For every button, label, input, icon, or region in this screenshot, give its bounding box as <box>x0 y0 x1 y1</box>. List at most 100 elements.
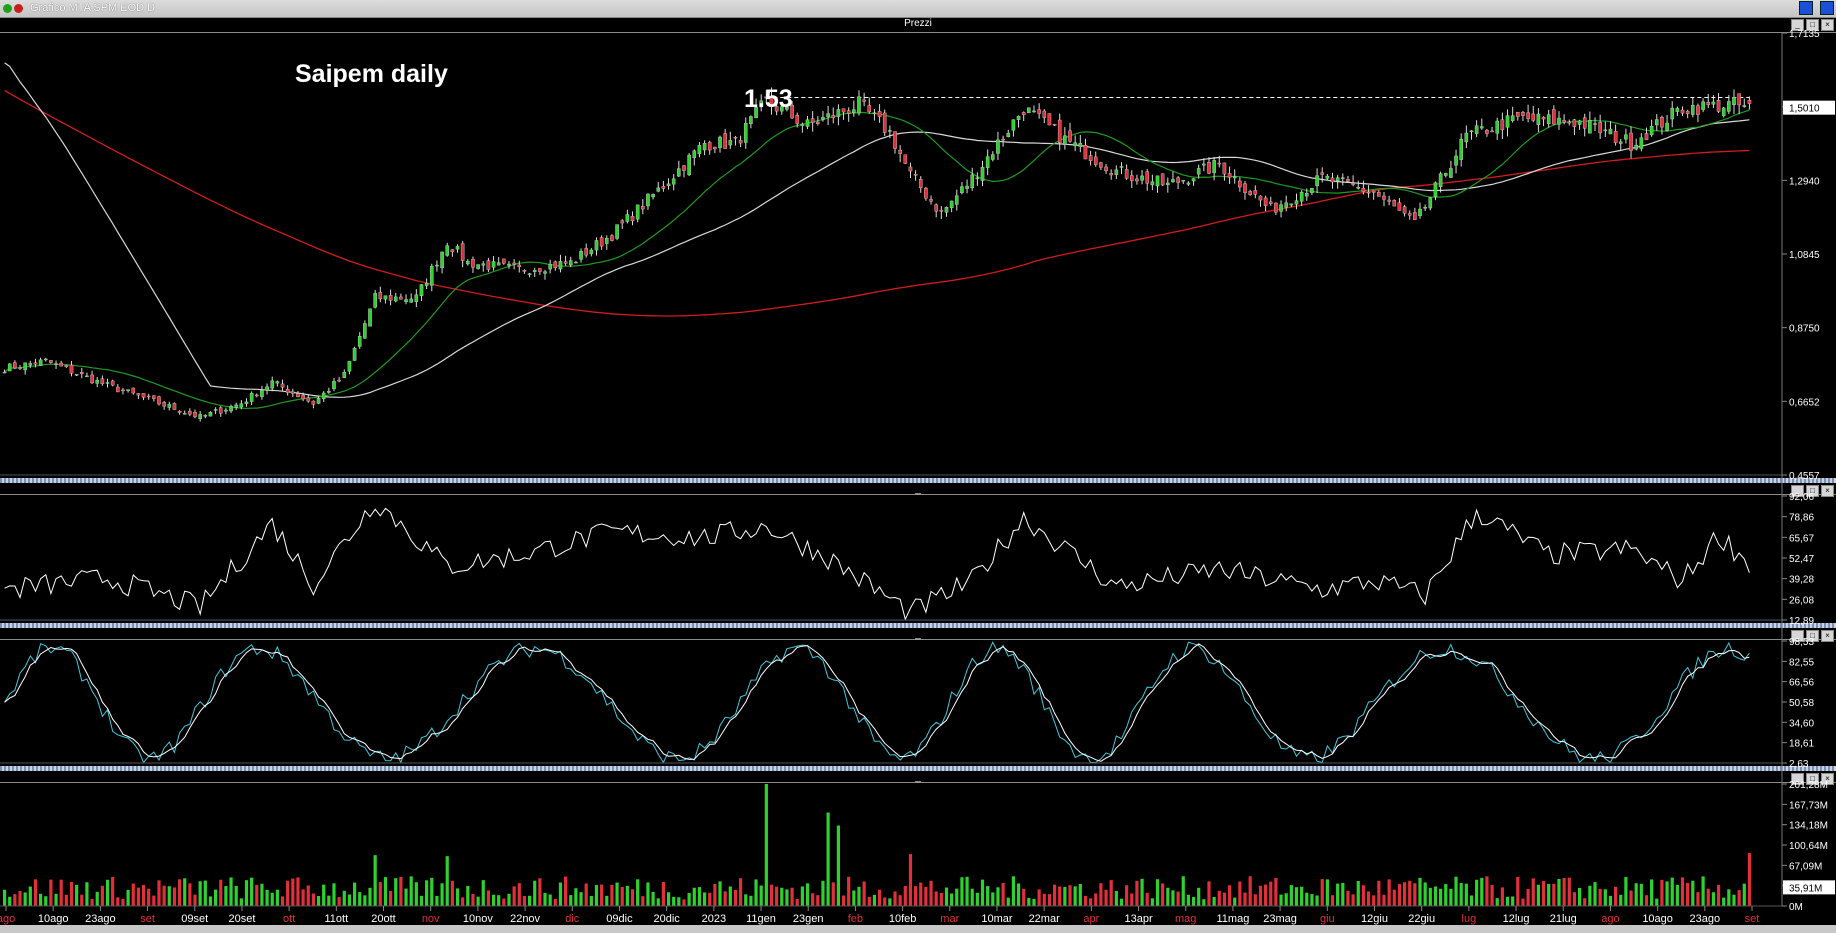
panel-close-button[interactable]: × <box>1821 773 1834 785</box>
candle <box>404 299 408 303</box>
candle <box>1449 168 1453 178</box>
candle <box>131 387 136 394</box>
candle <box>481 263 486 266</box>
volume-bar <box>1063 886 1067 906</box>
volume-bar <box>553 898 557 906</box>
candle <box>949 200 954 208</box>
maximize-button[interactable] <box>1820 1 1834 15</box>
volume-bar <box>677 897 681 906</box>
candle <box>1186 182 1191 185</box>
volume-bar <box>1480 877 1484 906</box>
panel-minimize-button[interactable]: _ <box>1791 773 1804 785</box>
volume-bar <box>1742 883 1746 906</box>
volume-bar <box>708 892 712 906</box>
x-tick-label: 10feb <box>889 913 917 925</box>
volume-bar <box>1207 881 1211 906</box>
volume-bar <box>1644 895 1649 906</box>
candle <box>1099 162 1103 168</box>
panel-restore-button[interactable]: □ <box>1806 485 1819 497</box>
candle <box>208 412 213 417</box>
volume-bar <box>49 879 53 906</box>
volume-bar <box>1459 883 1463 906</box>
candle <box>831 115 836 118</box>
panel-separator[interactable] <box>0 623 1836 628</box>
volume-bar <box>265 889 269 906</box>
candle <box>1742 105 1747 107</box>
panel-minimize-button[interactable]: _ <box>1791 630 1804 642</box>
panel-separator[interactable] <box>0 478 1836 483</box>
volume-bar <box>1047 894 1052 906</box>
panel-minimize-button[interactable]: _ <box>1791 485 1804 497</box>
x-tick-label: 09dic <box>606 913 633 925</box>
x-tick-label: 20ott <box>371 913 395 925</box>
x-tick-label: mar <box>940 913 959 925</box>
volume-bar <box>1016 883 1021 906</box>
x-tick-label: 10mar <box>981 913 1013 925</box>
volume-bar <box>636 879 640 906</box>
candle <box>213 409 218 411</box>
volume-bar <box>296 877 300 906</box>
volume-bar <box>944 887 949 906</box>
panel-close-button[interactable]: × <box>1821 485 1834 497</box>
candle <box>342 372 347 378</box>
candle <box>810 118 815 123</box>
candle <box>1691 105 1695 115</box>
volume-bar <box>409 876 413 906</box>
candle <box>1536 113 1541 125</box>
candle <box>1191 178 1196 182</box>
panel-restore-button[interactable]: □ <box>1806 19 1819 31</box>
last-volume-label: 35,91M <box>1789 883 1822 894</box>
candle <box>898 149 902 154</box>
volume-bar <box>18 891 22 906</box>
volume-bar <box>414 882 418 906</box>
candle <box>502 258 506 264</box>
volume-bar <box>239 898 243 906</box>
candle <box>1330 177 1335 183</box>
candle <box>733 137 738 139</box>
volume-bar <box>1665 881 1669 906</box>
panel-restore-button[interactable]: □ <box>1806 630 1819 642</box>
volume-bar <box>28 886 32 906</box>
x-tick-label: 09set <box>181 913 208 925</box>
panel-separator[interactable] <box>0 766 1836 771</box>
volume-bar <box>615 882 619 906</box>
volume-bar <box>306 885 310 906</box>
volume-bar <box>1624 877 1628 906</box>
volume-bar <box>147 888 151 906</box>
candle <box>1660 117 1664 128</box>
candle <box>85 375 89 378</box>
candle <box>116 386 120 393</box>
panel-restore-button[interactable]: □ <box>1806 773 1819 785</box>
candle <box>1160 173 1165 186</box>
candle <box>913 174 918 176</box>
candle <box>1202 163 1206 166</box>
volume-bar <box>389 891 393 906</box>
rsi-tick-label: 65,67 <box>1789 533 1814 544</box>
panel-close-button[interactable]: × <box>1821 19 1834 31</box>
volume-bar <box>594 885 599 906</box>
candle <box>1727 101 1731 112</box>
volume-bar <box>1485 876 1489 906</box>
panel-close-button[interactable]: × <box>1821 630 1834 642</box>
x-tick-label: 23ago <box>85 913 116 925</box>
volume-bar <box>991 892 995 906</box>
panel-minimize-button[interactable]: _ <box>1791 19 1804 31</box>
volume-bar <box>908 854 913 906</box>
volume-bar <box>800 886 804 906</box>
volume-bar <box>399 876 403 906</box>
window-controls <box>1796 1 1834 20</box>
candle <box>954 195 959 205</box>
volume-tick-label: 0M <box>1789 902 1803 913</box>
minimize-button[interactable] <box>1798 1 1813 15</box>
volume-bar <box>1135 880 1139 906</box>
volume-bar <box>1258 885 1263 906</box>
candle <box>543 271 547 274</box>
candle <box>1196 168 1201 175</box>
candle <box>991 154 995 160</box>
candle <box>656 187 661 192</box>
candle <box>1320 172 1325 175</box>
volume-bar <box>327 895 331 906</box>
candle <box>985 156 990 168</box>
candle <box>1696 105 1700 115</box>
